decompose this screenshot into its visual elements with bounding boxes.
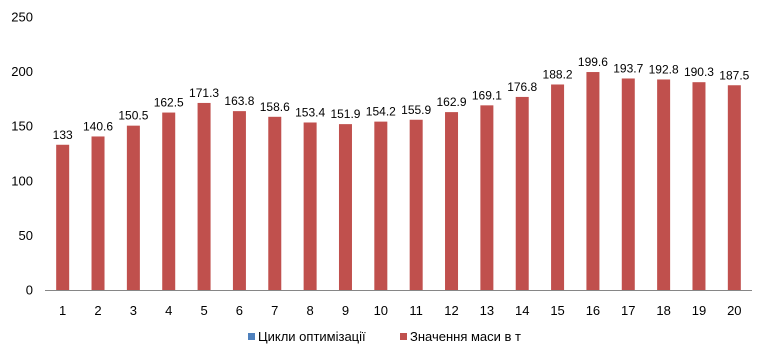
data-label: 155.9 — [401, 103, 431, 117]
data-labels-group: 133 140.6 150.5 162.5 171.3 163.8 158.6 153.4 15… — [53, 55, 750, 142]
data-label: 176.8 — [507, 80, 537, 94]
data-label: 154.2 — [366, 105, 396, 119]
x-tick-label: 8 — [307, 303, 314, 318]
x-tick-label: 7 — [271, 303, 278, 318]
data-label: 171.3 — [189, 86, 219, 100]
x-tick-label: 14 — [515, 303, 529, 318]
legend: Цикли оптимізації Значення маси в т — [248, 329, 521, 344]
y-tick-label: 0 — [26, 283, 33, 298]
y-tick-label: 100 — [11, 173, 33, 188]
bar — [374, 121, 388, 290]
data-label: 158.6 — [260, 100, 290, 114]
x-tick-label: 18 — [656, 303, 670, 318]
legend-label-series-2: Значення маси в т — [410, 329, 521, 344]
bar — [586, 72, 600, 290]
y-tick-label: 250 — [11, 10, 33, 25]
bar — [303, 122, 317, 290]
bar — [480, 105, 494, 290]
legend-swatch-series-2 — [400, 333, 407, 340]
x-tick-label: 15 — [550, 303, 564, 318]
x-tick-label: 11 — [409, 303, 423, 318]
bar — [727, 85, 741, 290]
data-label: 190.3 — [684, 65, 714, 79]
x-tick-label: 17 — [621, 303, 635, 318]
bar — [232, 111, 246, 290]
x-tick-label: 3 — [130, 303, 137, 318]
y-axis-ticks: 0 50 100 150 200 250 — [11, 10, 33, 298]
bar — [91, 136, 105, 290]
x-tick-label: 16 — [586, 303, 600, 318]
bar — [338, 124, 352, 290]
data-label: 199.6 — [578, 55, 608, 69]
legend-label-series-1: Цикли оптимізації — [258, 329, 366, 344]
legend-swatch-series-1 — [248, 333, 255, 340]
x-tick-label: 10 — [374, 303, 388, 318]
x-tick-label: 13 — [480, 303, 494, 318]
data-label: 151.9 — [330, 107, 360, 121]
bar — [445, 112, 459, 291]
y-tick-label: 150 — [11, 119, 33, 134]
bar — [268, 116, 282, 290]
data-label: 188.2 — [543, 67, 573, 81]
x-axis-ticks: 1 2 3 4 5 6 7 8 9 10 11 12 13 14 15 16 17 18 19 20 — [59, 303, 742, 318]
data-label: 133 — [53, 128, 73, 142]
bar — [621, 78, 635, 290]
x-tick-label: 12 — [444, 303, 458, 318]
x-tick-label: 9 — [342, 303, 349, 318]
bar — [56, 144, 70, 290]
bar — [197, 102, 211, 290]
data-label: 163.8 — [224, 94, 254, 108]
x-tick-label: 1 — [59, 303, 66, 318]
data-label: 192.8 — [649, 62, 679, 76]
x-tick-label: 2 — [94, 303, 101, 318]
x-tick-label: 6 — [236, 303, 243, 318]
data-label: 162.5 — [154, 96, 184, 110]
bar — [657, 79, 671, 290]
data-label: 140.6 — [83, 119, 113, 133]
bar — [126, 125, 140, 291]
bar — [551, 84, 565, 291]
bar — [409, 119, 423, 290]
x-tick-label: 5 — [200, 303, 207, 318]
data-label: 169.1 — [472, 88, 502, 102]
bar — [692, 82, 706, 290]
data-label: 187.5 — [719, 68, 749, 82]
y-tick-label: 50 — [19, 228, 33, 243]
bars-group — [56, 72, 741, 291]
data-label: 193.7 — [613, 61, 643, 75]
bar — [162, 112, 176, 290]
y-tick-label: 200 — [11, 64, 33, 79]
x-tick-label: 20 — [727, 303, 741, 318]
x-tick-label: 4 — [165, 303, 172, 318]
data-label: 150.5 — [118, 109, 148, 123]
data-label: 162.9 — [437, 95, 467, 109]
data-label: 153.4 — [295, 105, 325, 119]
x-tick-label: 19 — [692, 303, 706, 318]
bar — [515, 96, 529, 290]
